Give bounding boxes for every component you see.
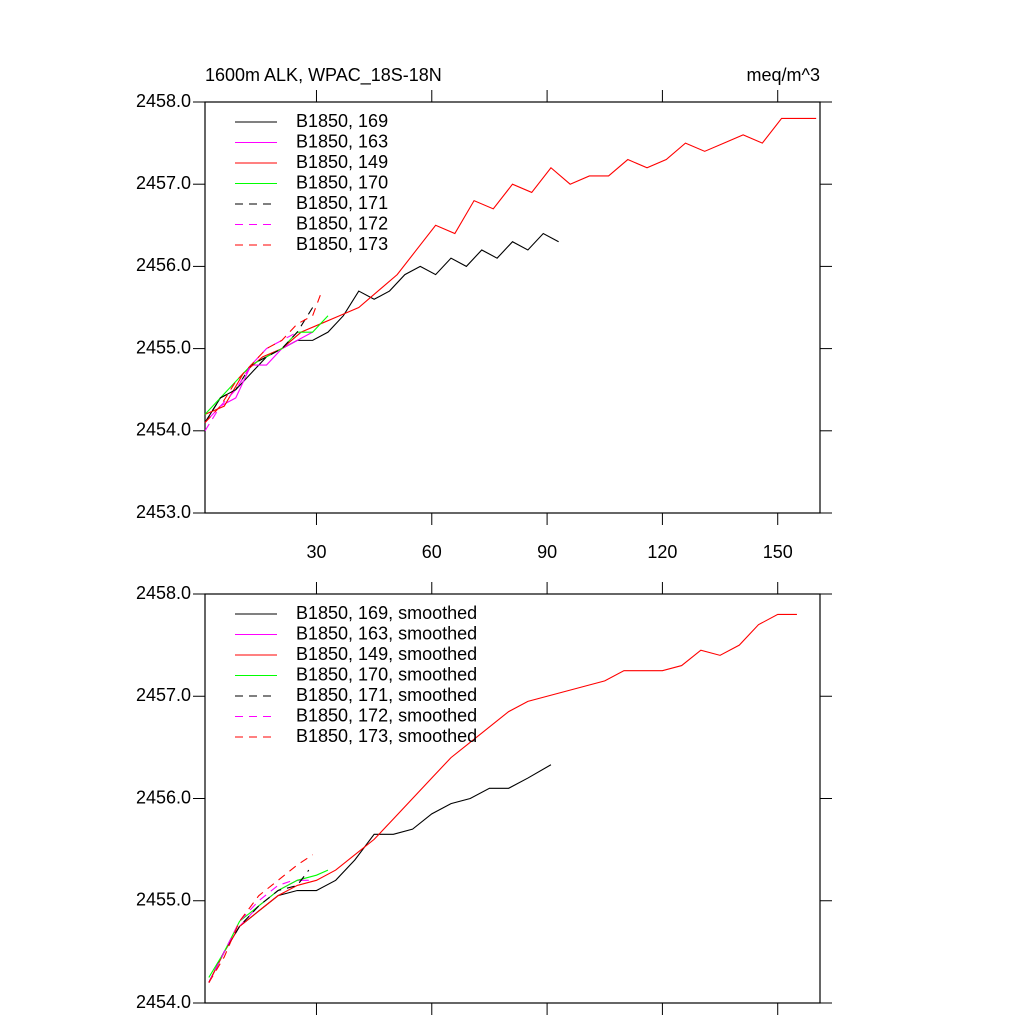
legend-label: B1850, 170 xyxy=(296,172,388,192)
x-tick-label: 30 xyxy=(306,542,326,562)
series-line xyxy=(204,307,314,423)
y-tick-label: 2457.0 xyxy=(136,685,191,705)
units-label: meq/m^3 xyxy=(747,65,820,85)
x-tick-label: 120 xyxy=(647,542,677,562)
series-line xyxy=(208,879,294,983)
legend-label: B1850, 170, smoothed xyxy=(296,664,477,684)
series-line xyxy=(208,854,313,983)
legend-label: B1850, 172 xyxy=(296,213,388,233)
series-line xyxy=(204,232,559,423)
series-line xyxy=(208,613,797,983)
x-tick-label: 60 xyxy=(422,542,442,562)
y-tick-label: 2456.0 xyxy=(136,255,191,275)
legend-label: B1850, 171, smoothed xyxy=(296,685,477,705)
y-tick-label: 2454.0 xyxy=(136,420,191,440)
legend-label: B1850, 171 xyxy=(296,193,388,213)
x-tick-label: 150 xyxy=(763,542,793,562)
y-tick-label: 2455.0 xyxy=(136,890,191,910)
series-line xyxy=(204,331,298,432)
legend-label: B1850, 163, smoothed xyxy=(296,623,477,643)
y-tick-label: 2456.0 xyxy=(136,787,191,807)
legend-label: B1850, 169 xyxy=(296,111,388,131)
y-tick-label: 2453.0 xyxy=(136,502,191,522)
legend-label: B1850, 169, smoothed xyxy=(296,603,477,623)
series-line xyxy=(204,294,321,423)
series-line xyxy=(204,315,329,415)
legend-label: B1850, 163 xyxy=(296,131,388,151)
y-tick-label: 2458.0 xyxy=(136,91,191,111)
plot-frame xyxy=(204,101,821,514)
y-tick-label: 2455.0 xyxy=(136,337,191,357)
series-line xyxy=(204,117,817,415)
legend-label: B1850, 149 xyxy=(296,152,388,172)
legend-label: B1850, 149, smoothed xyxy=(296,644,477,664)
y-tick-label: 2458.0 xyxy=(136,583,191,603)
chart-title: 1600m ALK, WPAC_18S-18N xyxy=(205,65,442,86)
series-line xyxy=(208,869,329,978)
x-tick-label: 90 xyxy=(537,542,557,562)
series-line xyxy=(204,331,313,423)
legend-label: B1850, 172, smoothed xyxy=(296,705,477,725)
legend-label: B1850, 173 xyxy=(296,234,388,254)
series-line xyxy=(208,764,552,983)
legend-label: B1850, 173, smoothed xyxy=(296,726,477,746)
y-tick-label: 2457.0 xyxy=(136,173,191,193)
y-tick-label: 2454.0 xyxy=(136,992,191,1012)
